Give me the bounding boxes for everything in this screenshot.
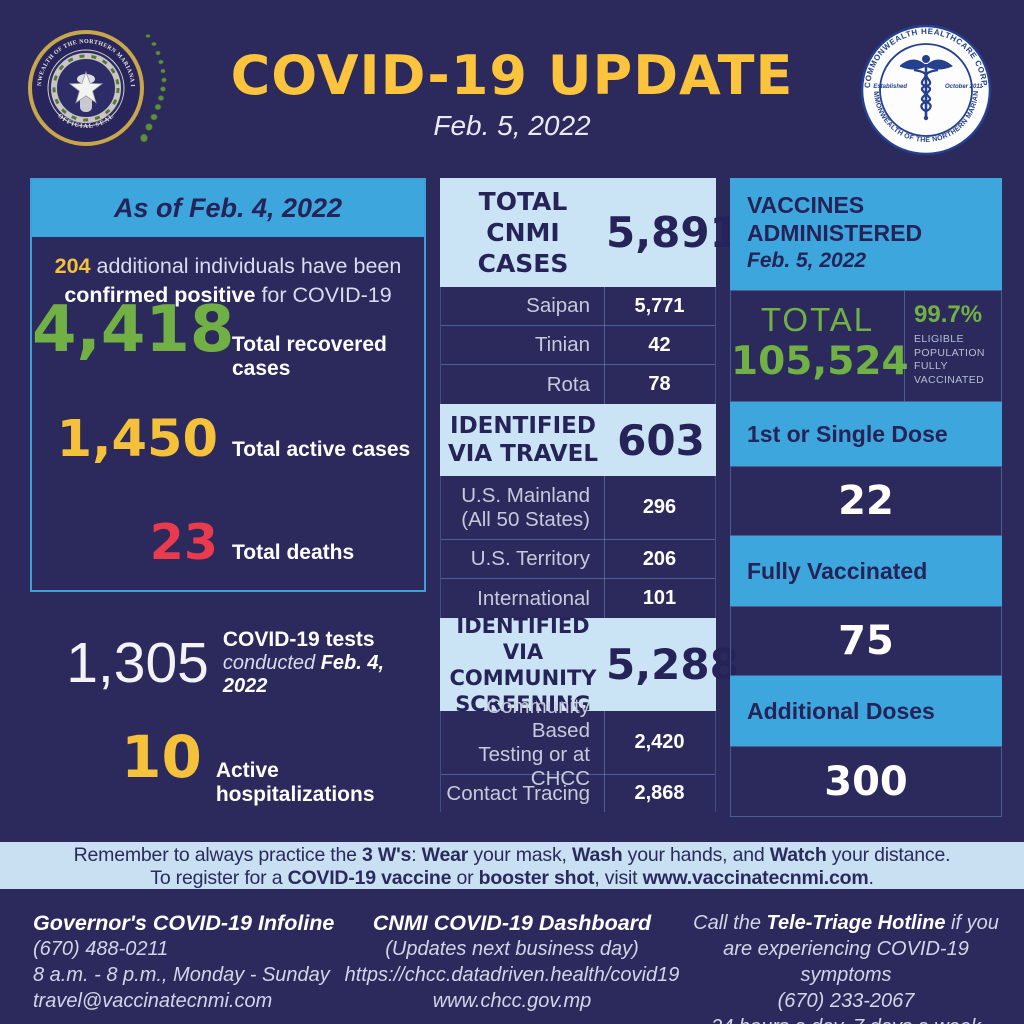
- page-date: Feb. 5, 2022: [433, 110, 591, 141]
- infoline-title: Governor's COVID-19 Infoline: [33, 911, 335, 935]
- hospitalizations-value: 10: [121, 723, 202, 791]
- chcc-established-label: Established: [873, 84, 907, 90]
- community-screening-value: 5,288: [606, 640, 739, 689]
- hotline-footer-block: Call the Tele-Triage Hotline if you are …: [690, 910, 1002, 1024]
- identified-via-travel-title: IDENTIFIED VIA TRAVEL: [448, 413, 598, 467]
- vaccines-total-label: TOTAL: [760, 301, 875, 338]
- dashboard-url[interactable]: https://chcc.datadriven.health/covid19: [344, 964, 680, 986]
- three-ws-banner: Remember to always practice the 3 W's: W…: [0, 842, 1024, 889]
- table-row-rota: Rota 78: [546, 372, 671, 396]
- daily-summary-panel: As of Feb. 4, 2022 204 additional indivi…: [30, 178, 426, 592]
- tests-value: 1,305: [66, 630, 209, 695]
- dashboard-title: CNMI COVID-19 Dashboard: [372, 911, 652, 935]
- as-of-date-header: As of Feb. 4, 2022: [32, 180, 424, 237]
- hospitalizations-stat: 10 Active hospitalizations: [30, 728, 426, 807]
- additional-doses-label: Additional Doses: [730, 676, 1002, 746]
- vaccines-panel: VACCINES ADMINISTERED Feb. 5, 2022 TOTAL…: [730, 178, 1002, 817]
- identified-via-community-screening-header: IDENTIFIED VIA COMMUNITY SCREENING 5,288: [440, 614, 739, 716]
- confirmed-positive-label: confirmed positive: [64, 283, 256, 307]
- dashboard-note: (Updates next business day): [385, 938, 639, 960]
- vaccine-registration-url[interactable]: www.vaccinatecnmi.com: [642, 866, 869, 889]
- total-deaths-stat: 23 Total deaths: [32, 518, 424, 567]
- eligible-population-percent: 99.7%: [914, 301, 983, 328]
- new-cases-text-1: additional individuals have been: [90, 254, 402, 278]
- tests-label: COVID-19 tests: [222, 628, 375, 651]
- fully-vaccinated-value: 75: [730, 606, 1002, 676]
- identified-via-travel-header: IDENTIFIED VIA TRAVEL 603: [440, 404, 716, 476]
- hotline-phone: (670) 233-2067: [777, 990, 915, 1012]
- vaccines-administered-header: VACCINES ADMINISTERED Feb. 5, 2022: [730, 178, 1002, 290]
- table-row-contact-tracing: Contact Tracing 2,868: [446, 781, 685, 805]
- infoline-email[interactable]: travel@vaccinatecnmi.com: [33, 990, 273, 1012]
- active-cases-value: 1,450: [56, 410, 218, 469]
- caduceus-icon: [899, 55, 953, 121]
- table-row-community-testing: Community Based Testing or at CHCC 2,420: [441, 695, 715, 790]
- banner-line-1: Remember to always practice the 3 W's: W…: [73, 844, 951, 866]
- vaccines-administered-date: Feb. 5, 2022: [747, 249, 867, 272]
- infoline-phone: (670) 488-0211: [33, 938, 169, 960]
- community-screening-title: IDENTIFIED VIA COMMUNITY SCREENING: [449, 613, 597, 716]
- new-cases-count: 204: [54, 254, 91, 278]
- recovered-cases-value: 4,418: [32, 293, 235, 367]
- community-breakdown-rows: Community Based Testing or at CHCC 2,420…: [440, 695, 716, 812]
- first-or-single-dose-label: 1st or Single Dose: [730, 402, 1002, 466]
- tests-sublabel: conducted Feb. 4, 2022: [222, 652, 385, 697]
- total-cnmi-cases-header: TOTAL CNMI CASES 5,891: [440, 178, 739, 287]
- islands-chain-icon: [140, 34, 167, 143]
- island-breakdown-rows: Saipan 5,771 Tinian 42 Rota 78: [440, 287, 716, 404]
- table-row-us-territory: U.S. Territory 206: [441, 540, 715, 579]
- new-cases-text-2: for COVID-19: [255, 283, 392, 307]
- first-or-single-dose-value: 22: [730, 466, 1002, 536]
- travel-breakdown-rows: U.S. Mainland (All 50 States) 296 U.S. T…: [440, 476, 716, 618]
- hospitalizations-label: Active hospitalizations: [215, 759, 375, 806]
- chcc-website-url[interactable]: www.chcc.gov.mp: [432, 990, 592, 1012]
- page-title: COVID-19 UPDATE: [230, 44, 794, 107]
- total-deaths-value: 23: [149, 514, 218, 571]
- hotline-line-2: are experiencing COVID-19 symptoms: [723, 938, 969, 986]
- banner-line-2: To register for a COVID-19 vaccine or bo…: [150, 866, 874, 889]
- infoline-footer-block: Governor's COVID-19 Infoline (670) 488-0…: [33, 910, 343, 1014]
- table-row-international: International 101: [477, 586, 677, 610]
- hotline-hours: 24 hours a day, 7 days a week: [690, 1014, 1002, 1024]
- tele-triage-hotline-label: Tele-Triage Hotline: [766, 912, 946, 934]
- table-row-tinian: Tinian 42: [441, 326, 715, 365]
- total-cnmi-cases-value: 5,891: [606, 208, 739, 257]
- cases-table: TOTAL CNMI CASES 5,891 Saipan 5,771 Tini…: [440, 178, 739, 812]
- fully-vaccinated-label: Fully Vaccinated: [730, 536, 1002, 606]
- star-icon: [68, 70, 104, 104]
- table-row-saipan: Saipan 5,771: [441, 287, 715, 326]
- cnmi-official-seal-logo: COMMONWEALTH OF THE NORTHERN MARIANA ISL…: [28, 26, 167, 146]
- total-cnmi-cases-title: TOTAL CNMI CASES: [477, 187, 569, 278]
- new-cases-statement: 204 additional individuals have been con…: [32, 252, 424, 310]
- vaccines-total-value: 105,524: [731, 339, 909, 384]
- dashboard-footer-block: CNMI COVID-19 Dashboard (Updates next bu…: [322, 910, 702, 1014]
- recovered-cases-stat: 4,418 Total recovered cases: [32, 298, 424, 381]
- hotline-line-1: Call the Tele-Triage Hotline if you: [693, 912, 999, 934]
- chcc-established-date: October 2011: [945, 84, 983, 90]
- eligible-population-caption: ELIGIBLE POPULATION FULLY VACCINATED: [914, 333, 985, 386]
- active-cases-label: Total active cases: [232, 438, 411, 461]
- chcc-logo: COMMONWEALTH HEALTHCARE CORP. COMMONWEAL…: [856, 24, 992, 156]
- identified-via-travel-value: 603: [617, 415, 705, 465]
- vaccines-administered-title: VACCINES ADMINISTERED: [747, 192, 923, 246]
- infoline-hours: 8 a.m. - 8 p.m., Monday - Sunday: [33, 964, 330, 986]
- tests-conducted-stat: 1,305 COVID-19 tests conducted Feb. 4, 2…: [30, 628, 426, 698]
- recovered-cases-label: Total recovered cases: [232, 333, 387, 380]
- vaccines-total-section: TOTAL 105,524 99.7% ELIGIBLE POPULATION …: [730, 290, 1002, 402]
- total-deaths-label: Total deaths: [232, 541, 355, 564]
- active-cases-stat: 1,450 Total active cases: [32, 414, 424, 465]
- table-row-us-mainland: U.S. Mainland (All 50 States) 296: [441, 476, 715, 540]
- additional-doses-value: 300: [730, 746, 1002, 817]
- tests-date: Feb. 4, 2022: [222, 652, 385, 697]
- seal-leaf-wreath: [52, 54, 120, 122]
